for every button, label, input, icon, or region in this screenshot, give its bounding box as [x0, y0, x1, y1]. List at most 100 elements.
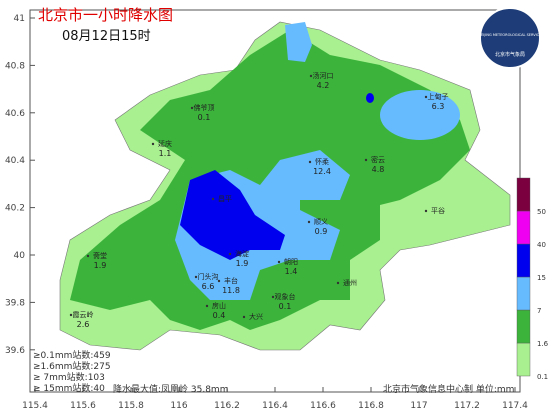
station-dot	[309, 74, 313, 78]
station-dot	[336, 281, 340, 285]
legend-label: 0.1	[537, 373, 548, 381]
station-value: 0.4	[213, 311, 226, 320]
lat-label: 40.6	[5, 109, 25, 119]
lat-label: 40	[14, 251, 26, 261]
lat-label: 40.2	[5, 204, 25, 214]
legend-swatch	[516, 276, 531, 311]
station-name: 斋堂	[93, 251, 107, 260]
station-name: 顺义	[314, 218, 328, 226]
logo: BEIJING METEOROLOGICAL SERVICE 北京市气象局	[479, 7, 542, 69]
lat-label: 39.6	[5, 346, 25, 356]
lon-label: 117	[410, 401, 427, 411]
station-name: 汤河口	[313, 71, 334, 80]
station-name: 海淀	[235, 249, 249, 258]
legend-swatch	[516, 210, 531, 245]
station-value: 1.1	[159, 149, 172, 158]
legend-label: 7	[537, 307, 541, 315]
lat-label: 39.8	[5, 298, 25, 308]
lon-label: 117.4	[502, 401, 528, 411]
lon-label: 116.8	[358, 401, 384, 411]
station-name: 佛爷顶	[194, 103, 215, 112]
lon-label: 115.6	[70, 401, 96, 411]
station-dot	[194, 275, 198, 279]
station-value: 4.8	[372, 165, 385, 174]
station-name: 密云	[371, 155, 385, 164]
lat-label: 40.8	[5, 61, 25, 71]
station-dot	[424, 95, 428, 99]
station-dot	[151, 142, 155, 146]
legend-label: 40	[537, 241, 546, 249]
station-value: 2.6	[77, 320, 90, 329]
region-light-blue	[285, 22, 312, 62]
station-dot	[86, 254, 90, 258]
station-value: 0.1	[198, 113, 211, 122]
region-light-blue	[380, 90, 460, 140]
stat-line: ≥0.1mm站数:459	[33, 349, 111, 361]
max-note: 降水最大值:凤凰岭 35.8mm	[113, 383, 228, 395]
station-dot	[271, 295, 275, 299]
lon-label: 116.2	[214, 401, 240, 411]
title: 北京市一小时降水图	[38, 6, 173, 24]
station-value: 0.9	[315, 227, 328, 236]
stat-line: ≥1.6mm站数:275	[33, 360, 111, 372]
station-dot	[364, 158, 368, 162]
lon-label: 117.2	[454, 401, 480, 411]
lon-label: 115.8	[118, 401, 144, 411]
station-value: 0.1	[279, 302, 292, 311]
legend-swatch	[516, 309, 531, 344]
station-dot	[308, 160, 312, 164]
station-dot	[277, 260, 281, 264]
station-dot	[205, 304, 209, 308]
station-name: 上甸子	[428, 92, 449, 101]
lat-label: 41	[14, 14, 25, 24]
legend-label: 50	[537, 208, 546, 216]
legend-swatch	[516, 342, 531, 377]
station-dot	[69, 313, 73, 317]
station-value: 6.3	[432, 102, 445, 111]
lon-label: 116.6	[310, 401, 336, 411]
legend-swatch	[516, 243, 531, 278]
station-value: 1.4	[285, 267, 298, 276]
station-value: 1.9	[236, 259, 249, 268]
station-name: 观象台	[275, 292, 296, 301]
station-dot	[217, 279, 221, 283]
station-dot	[228, 252, 232, 256]
station-dot	[211, 197, 215, 201]
region-blue	[366, 93, 374, 103]
stat-line: ≥ 7mm站数:103	[33, 371, 105, 383]
legend-label: 15	[537, 274, 546, 282]
station-name: 门头沟	[198, 272, 219, 281]
station-value: 4.2	[317, 81, 330, 90]
legend-swatch	[516, 177, 531, 212]
station-name: 平谷	[431, 206, 445, 215]
time: 08月12日15时	[62, 29, 151, 44]
station-name: 大兴	[249, 312, 263, 321]
station-name: 怀柔	[315, 157, 329, 166]
station-name: 房山	[212, 301, 226, 310]
station-dot	[242, 315, 246, 319]
station-dot	[190, 106, 194, 110]
region-blue	[180, 170, 285, 260]
station-name: 丰台	[224, 276, 238, 285]
stat-line: ≥ 15mm站数:40	[33, 382, 105, 394]
footer: 北京市气象信息中心制 单位:mm	[383, 383, 514, 395]
lat-label: 40.4	[5, 156, 25, 166]
station-dot	[307, 220, 311, 224]
logo-text: BEIJING METEOROLOGICAL SERVICE	[479, 33, 542, 37]
lon-label: 116.4	[262, 401, 288, 411]
station-name: 霞云岭	[73, 310, 94, 319]
station-value: 6.6	[202, 282, 215, 291]
station-name: 昌平	[218, 195, 232, 203]
logo-sub: 北京市气象局	[495, 51, 525, 58]
station-value: 1.9	[94, 261, 107, 270]
station-name: 朝阳	[284, 257, 298, 266]
lon-label: 116	[170, 401, 187, 411]
logo-circle	[479, 7, 541, 69]
lon-label: 115.4	[22, 401, 48, 411]
station-name: 延庆	[158, 139, 172, 148]
station-value: 12.4	[313, 167, 331, 176]
legend-label: 1.6	[537, 340, 549, 348]
station-value: 11.8	[222, 286, 240, 295]
station-dot	[424, 209, 428, 213]
